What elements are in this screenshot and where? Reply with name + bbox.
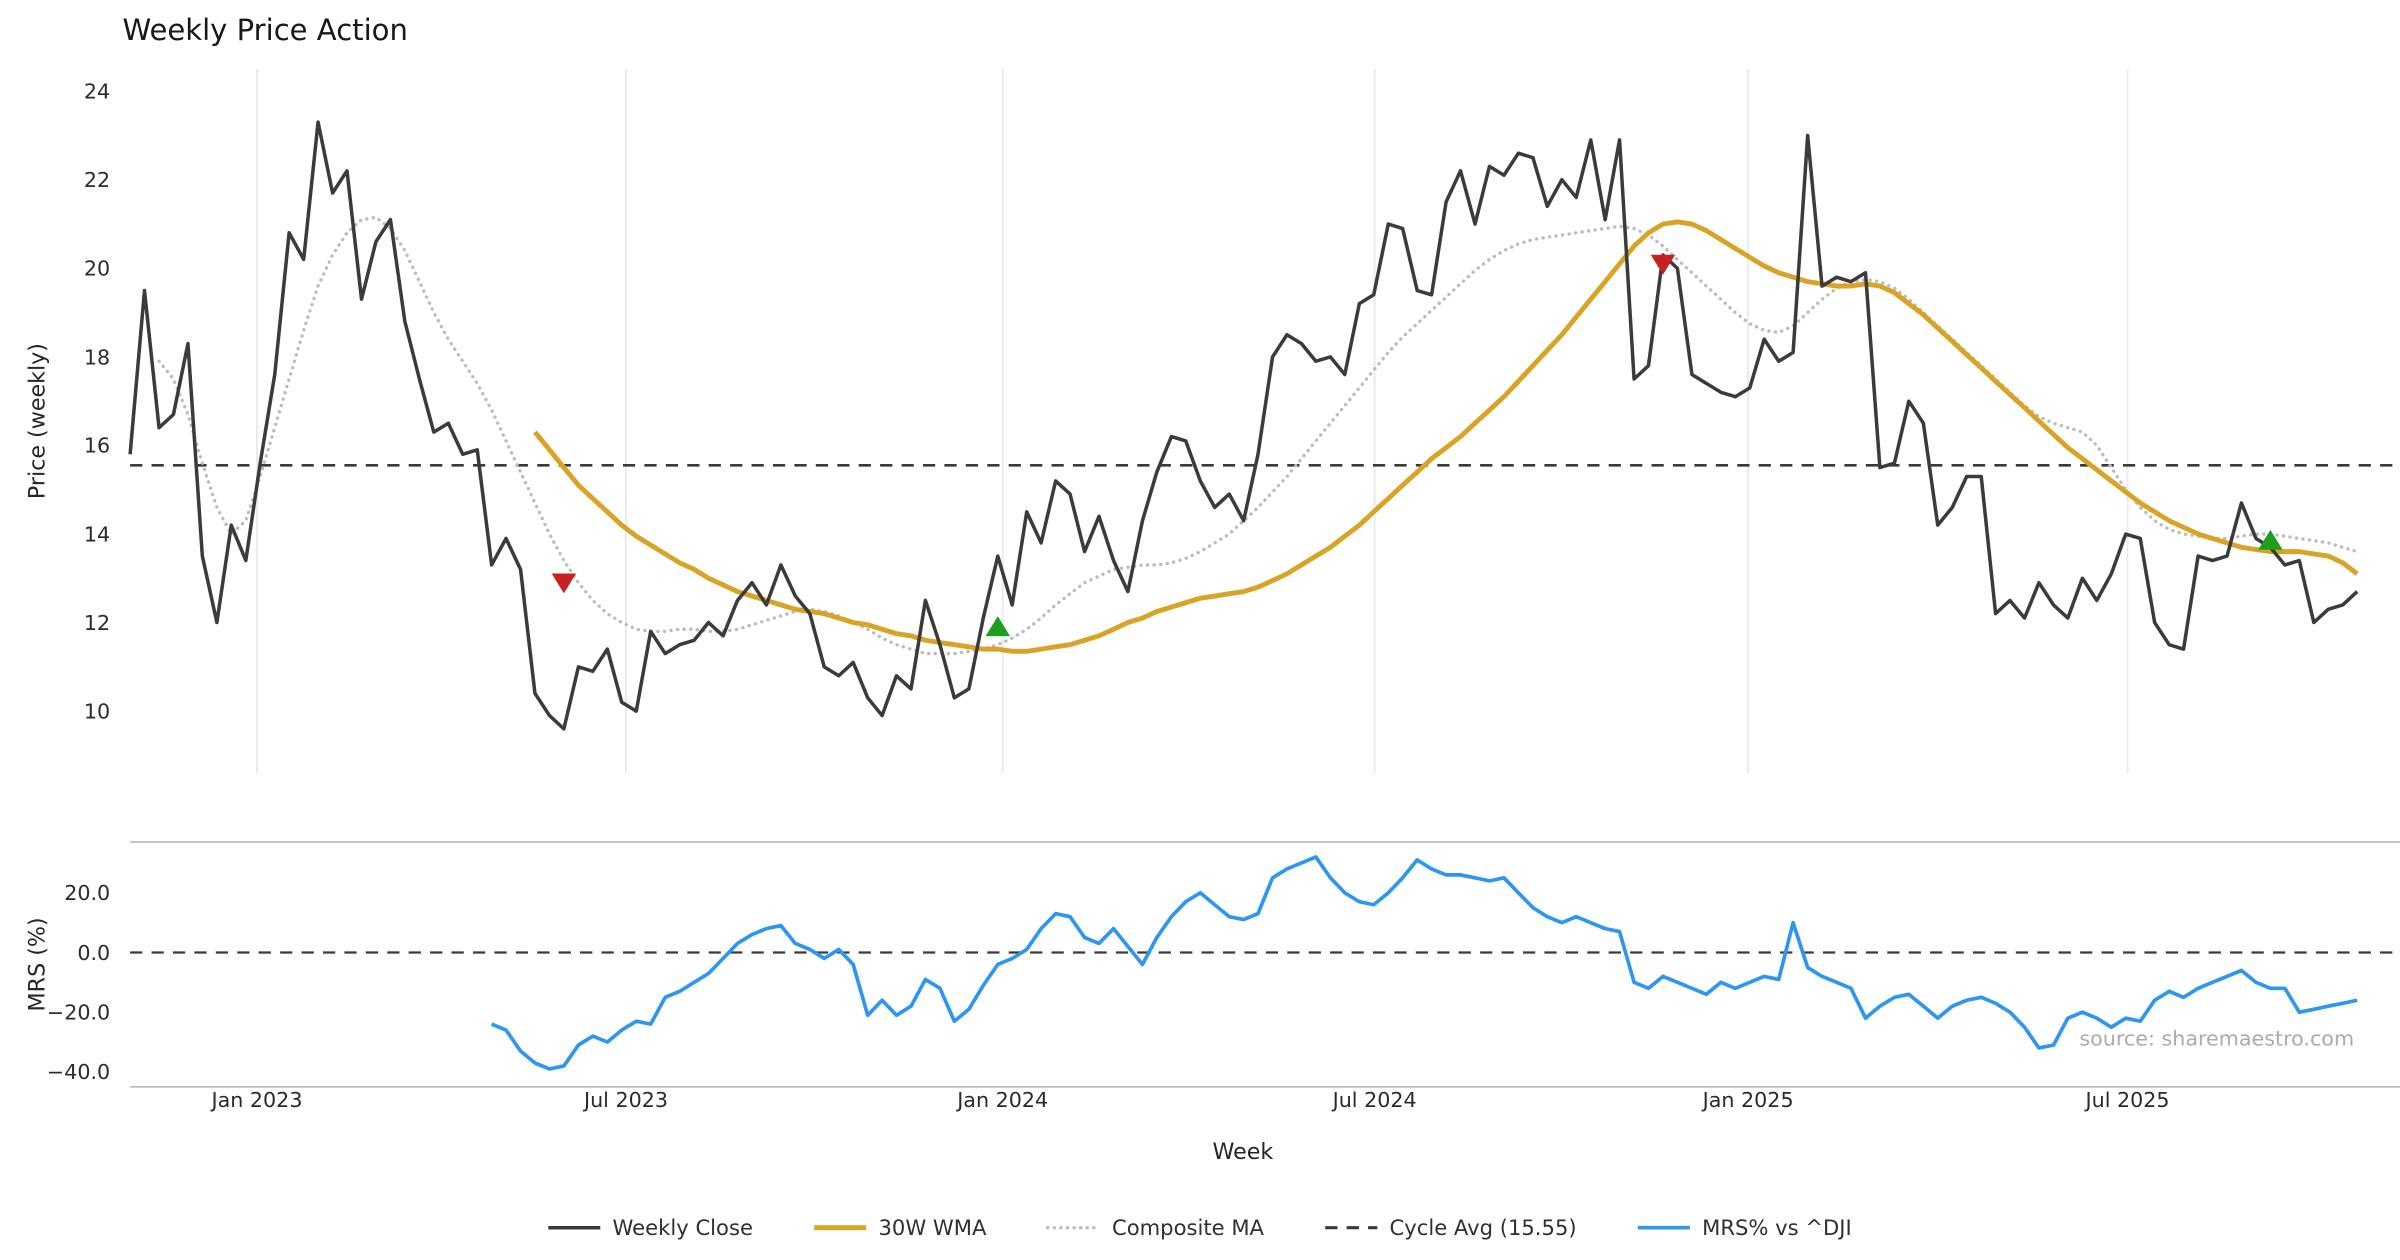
x-tick-label: Jul 2024 bbox=[1331, 1088, 1417, 1112]
buy-signal-marker bbox=[2258, 529, 2283, 550]
chart-title: Weekly Price Action bbox=[122, 13, 407, 47]
price-y-tick-label: 12 bbox=[84, 611, 110, 635]
price-y-axis-label: Price (weekly) bbox=[24, 343, 50, 499]
price-y-tick-label: 10 bbox=[84, 699, 110, 723]
gridlines bbox=[255, 69, 2129, 774]
legend-label-composite-ma: Composite MA bbox=[1112, 1215, 1265, 1240]
legend-label-cycle-avg: Cycle Avg (15.55) bbox=[1390, 1215, 1577, 1240]
price-y-tick-label: 22 bbox=[84, 168, 110, 192]
x-tick-label: Jul 2023 bbox=[582, 1088, 668, 1112]
x-tick-label: Jul 2025 bbox=[2084, 1088, 2170, 1112]
mrs-y-tick-label: −20.0 bbox=[47, 1001, 110, 1025]
sell-signal-marker bbox=[1650, 254, 1676, 275]
mrs-panel bbox=[130, 841, 2400, 1088]
legend-label-weekly-close: Weekly Close bbox=[613, 1215, 753, 1240]
price-y-tick-label: 24 bbox=[84, 80, 110, 104]
price-panel bbox=[128, 120, 2400, 731]
series-weekly-close bbox=[128, 120, 2359, 731]
x-tick-label: Jan 2023 bbox=[209, 1088, 302, 1112]
x-tick-label: Jan 2024 bbox=[955, 1088, 1048, 1112]
x-tick-label: Jan 2025 bbox=[1701, 1088, 1794, 1112]
series-composite-ma bbox=[157, 215, 2359, 656]
legend-label-mrs: MRS% vs ^DJI bbox=[1702, 1215, 1852, 1240]
series-mrs bbox=[490, 855, 2358, 1071]
legend-label-wma-30w: 30W WMA bbox=[878, 1215, 987, 1240]
source-note: source: sharemaestro.com bbox=[2079, 1027, 2354, 1051]
price-y-tick-label: 18 bbox=[84, 345, 110, 369]
mrs-y-tick-label: −40.0 bbox=[47, 1060, 110, 1084]
signal-markers bbox=[551, 254, 2283, 637]
series-wma-30w bbox=[533, 219, 2359, 654]
price-y-tick-label: 20 bbox=[84, 257, 110, 281]
price-y-tick-label: 16 bbox=[84, 434, 110, 458]
price-y-tick-label: 14 bbox=[84, 522, 110, 546]
buy-signal-marker bbox=[985, 616, 1011, 637]
mrs-y-axis-label: MRS (%) bbox=[24, 917, 50, 1011]
x-axis-label: Week bbox=[1212, 1139, 1273, 1165]
mrs-y-tick-label: 0.0 bbox=[77, 941, 110, 965]
sell-signal-marker bbox=[551, 573, 577, 594]
axis-ticks: 24 22 20 18 16 14 12 10 20.0 0.0 −20.0 −40.0 Jan 202… bbox=[47, 80, 2170, 1112]
mrs-y-tick-label: 20.0 bbox=[64, 881, 110, 905]
chart-legend: Weekly Close 30W WMA Composite MA Cycle Avg… bbox=[548, 1215, 1852, 1240]
